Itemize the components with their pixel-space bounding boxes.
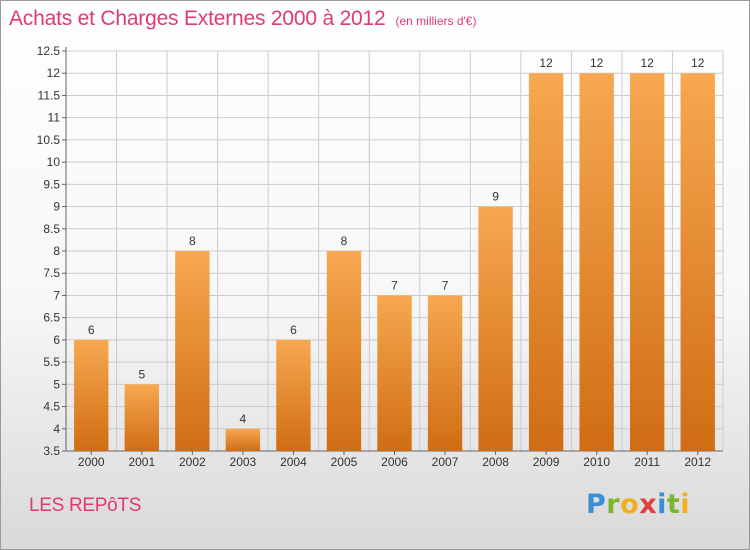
bar-2005 <box>326 251 362 451</box>
value-label: 7 <box>442 278 449 292</box>
x-tick-label: 2009 <box>533 455 560 469</box>
y-tick-label: 10.5 <box>37 133 61 147</box>
y-tick-label: 12.5 <box>37 44 61 58</box>
y-tick-label: 5 <box>53 377 60 391</box>
bar-2010 <box>579 73 614 451</box>
y-tick-label: 10 <box>47 155 61 169</box>
y-tick-label: 5.5 <box>43 355 60 369</box>
chart-title: Achats et Charges Externes 2000 à 2012 (e… <box>9 7 476 31</box>
x-tick-label: 2001 <box>128 455 155 469</box>
bar-2000 <box>74 339 109 451</box>
y-tick-label: 8 <box>53 244 60 258</box>
value-label: 12 <box>691 56 705 70</box>
logo-letter: i <box>680 489 691 520</box>
logo-letter: t <box>666 489 681 520</box>
logo-letter: r <box>606 489 621 520</box>
value-label: 6 <box>290 323 297 337</box>
x-tick-label: 2005 <box>331 455 358 469</box>
logo-letter: P <box>586 489 607 520</box>
value-label: 5 <box>138 367 145 381</box>
bar-2009 <box>528 73 564 451</box>
value-label: 7 <box>391 278 398 292</box>
value-label: 6 <box>88 323 95 337</box>
x-tick-label: 2007 <box>432 455 459 469</box>
title-text: Achats et Charges Externes 2000 à 2012 <box>9 7 386 30</box>
value-label: 12 <box>641 56 655 70</box>
y-tick-label: 4.5 <box>43 400 60 414</box>
value-label: 12 <box>590 56 604 70</box>
value-label: 4 <box>240 412 247 426</box>
x-tick-label: 2010 <box>583 455 610 469</box>
x-tick-label: 2002 <box>179 455 206 469</box>
bar-2011 <box>630 73 665 451</box>
x-tick-label: 2008 <box>482 455 509 469</box>
bar-2006 <box>377 295 412 451</box>
y-tick-label: 7.5 <box>43 266 60 280</box>
x-tick-label: 2012 <box>684 455 711 469</box>
bar-2012 <box>680 73 715 451</box>
x-tick-label: 2006 <box>381 455 408 469</box>
y-tick-label: 11.5 <box>38 88 61 102</box>
x-tick-label: 2003 <box>230 455 257 469</box>
y-tick-label: 6.5 <box>43 311 60 325</box>
bar-2002 <box>175 251 210 451</box>
bar-2004 <box>276 339 311 451</box>
value-label: 9 <box>492 190 499 204</box>
value-label: 8 <box>341 234 348 248</box>
y-tick-label: 4 <box>53 422 60 436</box>
bar-2003 <box>225 428 261 451</box>
y-tick-label: 3.5 <box>43 444 60 458</box>
axis-layer: 3.5 4 4.5 5 5.5 6 6.5 7 7.5 8 8.5 9 9.5 10 10.5 11 11.5 1… <box>37 44 723 469</box>
bar-layer: 6 5 8 4 6 8 7 7 9 12 12 12 12 <box>74 56 715 451</box>
logo-letter: i <box>657 489 667 520</box>
commune-name: LES REPôTS <box>29 495 142 516</box>
y-tick-label: 9.5 <box>43 177 60 191</box>
y-tick-label: 11 <box>48 111 61 125</box>
logo-letter: o <box>620 489 640 520</box>
y-tick-label: 12 <box>47 66 61 80</box>
logo-letter: x <box>639 489 658 520</box>
unit-note: (en milliers d'€) <box>395 14 477 28</box>
x-tick-label: 2000 <box>78 455 105 469</box>
x-tick-label: 2004 <box>280 455 307 469</box>
bar-2007 <box>427 295 463 451</box>
y-tick-label: 6 <box>53 333 60 347</box>
bar-2008 <box>478 206 513 451</box>
value-label: 12 <box>539 56 553 70</box>
y-tick-label: 8.5 <box>43 222 60 236</box>
bar-2001 <box>124 384 159 451</box>
x-tick-label: 2011 <box>634 455 660 469</box>
y-tick-label: 9 <box>53 200 60 214</box>
value-label: 8 <box>189 234 196 248</box>
proxiti-logo: Proxiti <box>586 489 690 520</box>
y-tick-label: 7 <box>53 288 60 302</box>
